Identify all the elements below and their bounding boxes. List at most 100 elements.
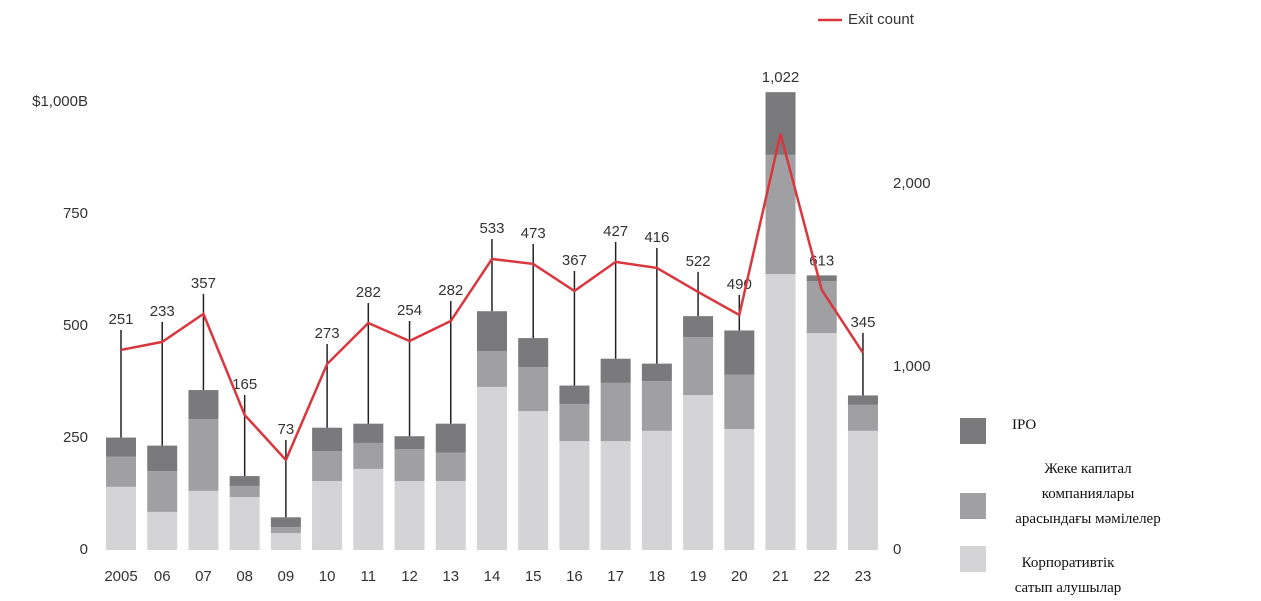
legend-label: Корпоративтік сатып алушылар: [1014, 555, 1122, 596]
total-label: 251: [108, 311, 133, 328]
bar-segment: [476, 311, 507, 352]
bar-segment: [353, 442, 384, 469]
x-tick-label: 16: [566, 568, 583, 585]
bar-segment: [353, 468, 384, 550]
x-tick-label: 17: [607, 568, 624, 585]
x-tick-label: 2005: [104, 568, 137, 585]
total-label: 357: [191, 275, 216, 292]
bar-segment: [435, 481, 466, 550]
total-label: 367: [562, 252, 587, 269]
y-tick-label: $1,000B: [32, 93, 88, 110]
bar-segment: [394, 481, 425, 550]
bar-segment: [147, 445, 178, 472]
legend-label: IPO: [1012, 417, 1037, 433]
total-label: 233: [150, 303, 175, 320]
total-label: 416: [644, 229, 669, 246]
x-tick-label: 09: [278, 568, 295, 585]
bar-segment: [270, 532, 301, 550]
bar-segment: [106, 437, 136, 457]
y2-tick-label: 0: [893, 541, 901, 558]
x-tick-label: 12: [401, 568, 418, 585]
bar-segment: [229, 485, 260, 498]
bar-segment: [724, 374, 755, 430]
x-tick-label: 11: [361, 568, 377, 585]
y2-tick-label: 1,000: [893, 358, 931, 375]
bar-segment: [106, 486, 136, 550]
x-tick-label: 18: [649, 568, 666, 585]
bar-segment: [847, 430, 878, 550]
x-tick-label: 08: [236, 568, 253, 585]
total-label: 522: [686, 253, 711, 270]
total-label: 473: [521, 225, 546, 242]
bar-segment: [229, 497, 260, 550]
x-tick-label: 15: [525, 568, 542, 585]
bar-segment: [641, 363, 672, 382]
x-tick-label: 14: [484, 568, 501, 585]
total-label: 345: [850, 314, 875, 331]
total-label: 533: [479, 220, 504, 237]
x-tick-label: 23: [855, 568, 872, 585]
bar-segment: [641, 381, 672, 431]
x-tick-label: 22: [813, 568, 830, 585]
bar-segment: [270, 517, 301, 528]
total-label: 282: [356, 284, 381, 301]
legend-swatch: [960, 546, 986, 572]
total-label: 254: [397, 302, 422, 319]
bar-segment: [312, 427, 343, 451]
y2-tick-label: 2,000: [893, 175, 931, 192]
bar-segment: [724, 330, 755, 375]
bar-segment: [847, 395, 878, 405]
bar-segment: [559, 385, 590, 404]
bar-segment: [559, 403, 590, 442]
legend-label: Жеке капитал компаниялары арасындағы мәм…: [1015, 461, 1161, 527]
bar-segment: [518, 367, 549, 412]
total-label: 165: [232, 376, 257, 393]
bar-segment: [312, 481, 343, 550]
bar-segment: [270, 527, 301, 533]
bar-segment: [683, 316, 714, 338]
exit-line: [120, 133, 865, 463]
y-tick-label: 250: [63, 429, 88, 446]
x-tick-label: 20: [731, 568, 748, 585]
y-tick-label: 500: [63, 317, 88, 334]
total-label: 427: [603, 223, 628, 240]
x-tick-label: 19: [690, 568, 707, 585]
bar-segment: [765, 274, 796, 550]
total-label: 282: [438, 282, 463, 299]
bar-segment: [559, 441, 590, 550]
legend-label: Exit count: [848, 11, 915, 28]
bar-segment: [518, 338, 549, 368]
bar-segment: [765, 92, 796, 155]
bar-segment: [229, 476, 260, 486]
legend-swatch: [960, 493, 986, 519]
y-tick-label: 750: [63, 205, 88, 222]
bar-segment: [147, 471, 178, 512]
total-label: 1,022: [762, 69, 800, 86]
bar-segment: [188, 419, 219, 491]
bar-segment: [806, 275, 837, 282]
bar-segment: [476, 351, 507, 387]
bar-segment: [724, 429, 755, 550]
x-tick-label: 06: [154, 568, 171, 585]
bar-segment: [394, 436, 425, 450]
x-tick-label: 07: [195, 568, 212, 585]
total-label: 73: [278, 421, 295, 438]
bar-segment: [600, 358, 631, 383]
bar-segment: [188, 490, 219, 550]
bar-segment: [394, 449, 425, 482]
bar-segment: [847, 404, 878, 431]
bar-segment: [518, 411, 549, 550]
bar-segment: [435, 452, 466, 482]
bar-segment: [312, 450, 343, 482]
bar-segment: [476, 386, 507, 550]
bar-segment: [600, 441, 631, 550]
bar-segment: [353, 423, 384, 443]
bar-segment: [600, 382, 631, 442]
bar-segment: [683, 394, 714, 550]
legend-swatch: [960, 418, 986, 444]
bar-segment: [147, 511, 178, 550]
bar-segment: [806, 333, 837, 550]
total-label: 273: [315, 325, 340, 342]
